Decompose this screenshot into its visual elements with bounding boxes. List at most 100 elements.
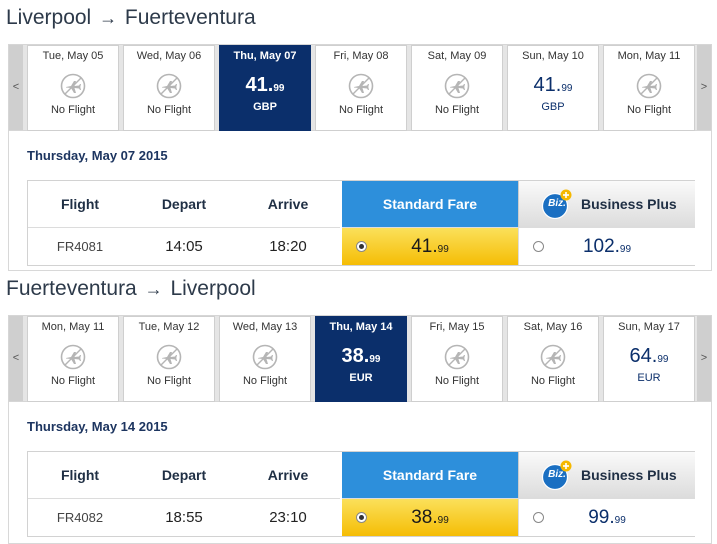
- prev-dates-button[interactable]: <: [9, 45, 23, 130]
- business-plus-radio[interactable]: [533, 241, 544, 252]
- day-label: Fri, May 15: [429, 321, 485, 333]
- depart-time: 18:55: [132, 498, 236, 536]
- standard-fare-price: 38.99: [411, 507, 449, 528]
- no-flight-plane-icon: [156, 344, 182, 370]
- fare-table: Flight Depart Arrive Standard Fare Biz. …: [27, 180, 695, 266]
- col-header-standard-fare: Standard Fare: [342, 452, 518, 498]
- route-destination: Fuerteventura: [124, 6, 256, 29]
- day-label: Mon, May 11: [41, 321, 105, 333]
- day-card[interactable]: Fri, May 08 No Flight: [315, 45, 407, 131]
- day-card[interactable]: Sat, May 09 No Flight: [411, 45, 503, 131]
- col-header-flight: Flight: [60, 196, 100, 212]
- col-header-flight: Flight: [60, 467, 100, 483]
- no-flight-plane-icon: [636, 73, 662, 99]
- col-header-arrive: Arrive: [267, 467, 309, 483]
- arrive-time: 18:20: [236, 227, 340, 265]
- fare-table: Flight Depart Arrive Standard Fare Biz. …: [27, 451, 695, 537]
- no-flight-plane-icon: [444, 73, 470, 99]
- no-flight-label: No Flight: [338, 104, 384, 116]
- col-header-standard-fare: Standard Fare: [342, 181, 518, 227]
- business-plus-price: 99.99: [588, 507, 626, 528]
- day-card[interactable]: Sat, May 16 No Flight: [507, 316, 599, 402]
- business-plus-price: 102.99: [582, 236, 632, 257]
- biz-plus-logo-icon: [541, 460, 572, 490]
- col-header-business-plus: Biz. Business Plus: [518, 181, 695, 227]
- standard-fare-price: 41.99: [411, 236, 449, 257]
- flight-panel-inbound: Thursday, May 14 2015 Flight Depart Arri…: [8, 402, 712, 544]
- col-header-arrive: Arrive: [267, 196, 309, 212]
- day-label: Thu, May 07: [233, 50, 297, 62]
- day-card[interactable]: Wed, May 13 No Flight: [219, 316, 311, 402]
- day-card[interactable]: Tue, May 05 No Flight: [27, 45, 119, 131]
- day-card[interactable]: Sun, May 17 64.99 EUR: [603, 316, 695, 402]
- route-title-inbound: Fuerteventura → Liverpool: [6, 272, 256, 306]
- route-destination: Liverpool: [170, 277, 256, 300]
- no-flight-plane-icon: [348, 73, 374, 99]
- day-label: Fri, May 08: [333, 50, 389, 62]
- day-card-selected[interactable]: Thu, May 07 41.99 GBP: [219, 45, 311, 131]
- day-currency: GBP: [253, 101, 277, 113]
- biz-plus-logo-icon: [541, 189, 572, 219]
- no-flight-plane-icon: [60, 73, 86, 99]
- route-origin: Fuerteventura: [6, 277, 137, 300]
- day-card[interactable]: Wed, May 06 No Flight: [123, 45, 215, 131]
- day-card[interactable]: Mon, May 11 No Flight: [27, 316, 119, 402]
- no-flight-plane-icon: [60, 344, 86, 370]
- standard-fare-option[interactable]: 41.99: [342, 227, 518, 265]
- day-card[interactable]: Fri, May 15 No Flight: [411, 316, 503, 402]
- flight-number: FR4081: [28, 227, 132, 265]
- day-currency: EUR: [637, 372, 661, 384]
- standard-fare-radio[interactable]: [356, 512, 367, 523]
- business-plus-label: Business Plus: [581, 196, 677, 212]
- no-flight-label: No Flight: [242, 375, 288, 387]
- no-flight-plane-icon: [444, 344, 470, 370]
- no-flight-label: No Flight: [530, 375, 576, 387]
- day-label: Wed, May 13: [232, 321, 298, 333]
- route-title-outbound: Liverpool → Fuerteventura: [6, 1, 256, 35]
- standard-fare-option[interactable]: 38.99: [342, 498, 518, 536]
- selected-date-heading: Thursday, May 07 2015: [27, 148, 168, 163]
- date-carousel-inbound: < Mon, May 11 No Flight Tue, May 12 No F…: [8, 315, 712, 402]
- no-flight-label: No Flight: [50, 375, 96, 387]
- standard-fare-radio[interactable]: [356, 241, 367, 252]
- next-dates-button[interactable]: >: [697, 316, 711, 401]
- day-label: Wed, May 06: [136, 50, 202, 62]
- biz-logo-text: Biz.: [548, 469, 566, 480]
- day-label: Sat, May 16: [523, 321, 583, 333]
- biz-logo-text: Biz.: [548, 198, 566, 209]
- day-currency: GBP: [541, 101, 565, 113]
- day-price: 38.99: [341, 345, 381, 367]
- business-plus-option[interactable]: 102.99: [518, 227, 695, 265]
- selected-date-heading: Thursday, May 14 2015: [27, 419, 168, 434]
- business-plus-radio[interactable]: [533, 512, 544, 523]
- day-card-selected[interactable]: Thu, May 14 38.99 EUR: [315, 316, 407, 402]
- day-card[interactable]: Tue, May 12 No Flight: [123, 316, 215, 402]
- no-flight-plane-icon: [156, 73, 182, 99]
- day-label: Sat, May 09: [427, 50, 487, 62]
- day-label: Tue, May 12: [138, 321, 200, 333]
- depart-time: 14:05: [132, 227, 236, 265]
- day-label: Sun, May 17: [618, 321, 680, 333]
- flight-number: FR4082: [28, 498, 132, 536]
- day-currency: EUR: [349, 372, 373, 384]
- day-label: Thu, May 14: [329, 321, 393, 333]
- business-plus-label: Business Plus: [581, 467, 677, 483]
- no-flight-label: No Flight: [50, 104, 96, 116]
- next-dates-button[interactable]: >: [697, 45, 711, 130]
- route-arrow-icon: →: [144, 279, 163, 299]
- no-flight-plane-icon: [540, 344, 566, 370]
- col-header-depart: Depart: [161, 196, 207, 212]
- col-header-depart: Depart: [161, 467, 207, 483]
- prev-dates-button[interactable]: <: [9, 316, 23, 401]
- business-plus-option[interactable]: 99.99: [518, 498, 695, 536]
- day-label: Sun, May 10: [522, 50, 584, 62]
- day-price: 41.99: [533, 74, 573, 96]
- day-card[interactable]: Sun, May 10 41.99 GBP: [507, 45, 599, 131]
- route-arrow-icon: →: [99, 8, 118, 28]
- day-card[interactable]: Mon, May 11 No Flight: [603, 45, 695, 131]
- day-price: 64.99: [629, 345, 669, 367]
- date-carousel-outbound: < Tue, May 05 No Flight Wed, May 06 No F…: [8, 44, 712, 131]
- route-origin: Liverpool: [6, 6, 92, 29]
- flight-panel-outbound: Thursday, May 07 2015 Flight Depart Arri…: [8, 131, 712, 271]
- no-flight-plane-icon: [252, 344, 278, 370]
